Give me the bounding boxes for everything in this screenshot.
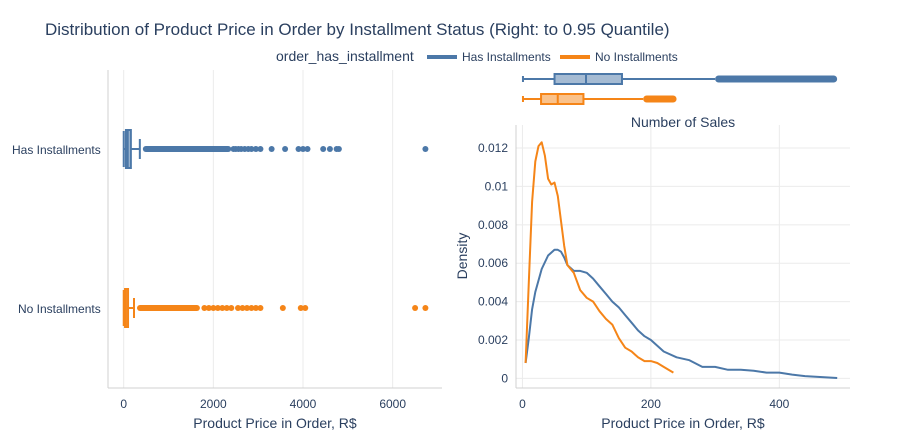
outlier-point: [239, 305, 246, 311]
density-subplot-title: Number of Sales: [631, 114, 735, 130]
left-x-tick-labels: 0 2000 4000 6000: [120, 397, 406, 411]
y-tick-label: 0.012: [478, 141, 508, 155]
outlier-point: [205, 305, 212, 311]
outlier-point: [210, 305, 217, 311]
outlier-point: [335, 146, 342, 152]
x-tick-label: 400: [769, 397, 789, 411]
right-y-tick-labels: 0 0.002 0.004 0.006 0.008 0.01 0.012: [478, 141, 508, 385]
y-tick-label: 0.006: [478, 256, 508, 270]
density-line-no-installments: [524, 141, 674, 374]
outlier-point: [252, 305, 259, 311]
x-tick-label: 200: [641, 397, 661, 411]
outlier-point: [297, 305, 304, 311]
box-no-installments: [122, 288, 429, 328]
outlier-point: [326, 146, 333, 152]
marginal-box-plot: [521, 73, 838, 105]
x-tick-label: 4000: [290, 397, 317, 411]
x-tick-label: 0: [519, 397, 526, 411]
marginal-box-has-installments: [521, 73, 838, 85]
outlier-point: [295, 146, 302, 152]
y-tick-label: 0.004: [478, 295, 508, 309]
outlier-point: [320, 146, 327, 152]
outlier-point: [243, 305, 250, 311]
outlier-point: [300, 146, 307, 152]
outlier-point: [252, 146, 259, 152]
legend-label: No Installments: [595, 50, 678, 64]
outlier-point: [235, 305, 242, 311]
right-y-axis-label: Density: [454, 233, 470, 280]
outlier-point: [219, 305, 226, 311]
chart-title: Distribution of Product Price in Order b…: [45, 20, 670, 39]
marginal-box-no-installments: [521, 93, 677, 105]
outlier-point: [248, 146, 255, 152]
outlier-point: [257, 305, 264, 311]
category-label-has-installments: Has Installments: [12, 143, 101, 157]
outlier-point: [248, 305, 255, 311]
outlier-point: [412, 305, 419, 311]
legend: order_has_installment Has Installments N…: [276, 48, 678, 64]
outlier-band: [643, 95, 677, 103]
right-gridlines: [516, 125, 850, 388]
y-tick-label: 0: [501, 371, 508, 385]
left-x-axis-label: Product Price in Order, R$: [193, 415, 357, 431]
outlier-band: [137, 305, 200, 311]
right-x-axis-label: Product Price in Order, R$: [601, 415, 765, 431]
outlier-band: [715, 75, 838, 83]
left-boxes: [122, 129, 429, 328]
box-has-installments: [122, 129, 429, 169]
legend-item-has-installments[interactable]: Has Installments: [427, 50, 551, 64]
box-iqr: [540, 93, 585, 105]
x-tick-label: 2000: [200, 397, 227, 411]
legend-title: order_has_installment: [276, 48, 414, 64]
outlier-point: [223, 305, 230, 311]
outlier-point: [257, 146, 264, 152]
outlier-point: [228, 305, 235, 311]
x-tick-label: 0: [120, 397, 127, 411]
right-x-tick-labels: 0 200 400: [519, 397, 790, 411]
y-tick-label: 0.01: [485, 179, 509, 193]
density-lines: [524, 141, 838, 379]
outlier-point: [422, 305, 429, 311]
outlier-point: [201, 305, 208, 311]
outlier-point: [214, 305, 221, 311]
y-tick-label: 0.002: [478, 333, 508, 347]
outlier-point: [302, 305, 309, 311]
density-plot: Number of Sales 0 200 400 0 0.002 0.004 0.006…: [454, 114, 850, 431]
outlier-point: [304, 146, 311, 152]
outlier-point: [279, 305, 286, 311]
legend-label: Has Installments: [462, 50, 551, 64]
outlier-point: [268, 146, 275, 152]
outlier-point: [422, 146, 429, 152]
box-iqr: [553, 73, 623, 85]
y-tick-label: 0.008: [478, 218, 508, 232]
left-gridlines: [123, 70, 394, 388]
density-line-has-installments: [524, 248, 838, 379]
outlier-band: [142, 146, 232, 152]
category-label-no-installments: No Installments: [18, 302, 101, 316]
x-tick-label: 6000: [379, 397, 406, 411]
left-box-plot: 0 2000 4000 6000 Has Installments No Instal…: [12, 70, 442, 431]
outlier-point: [282, 146, 289, 152]
legend-item-no-installments[interactable]: No Installments: [560, 50, 678, 64]
